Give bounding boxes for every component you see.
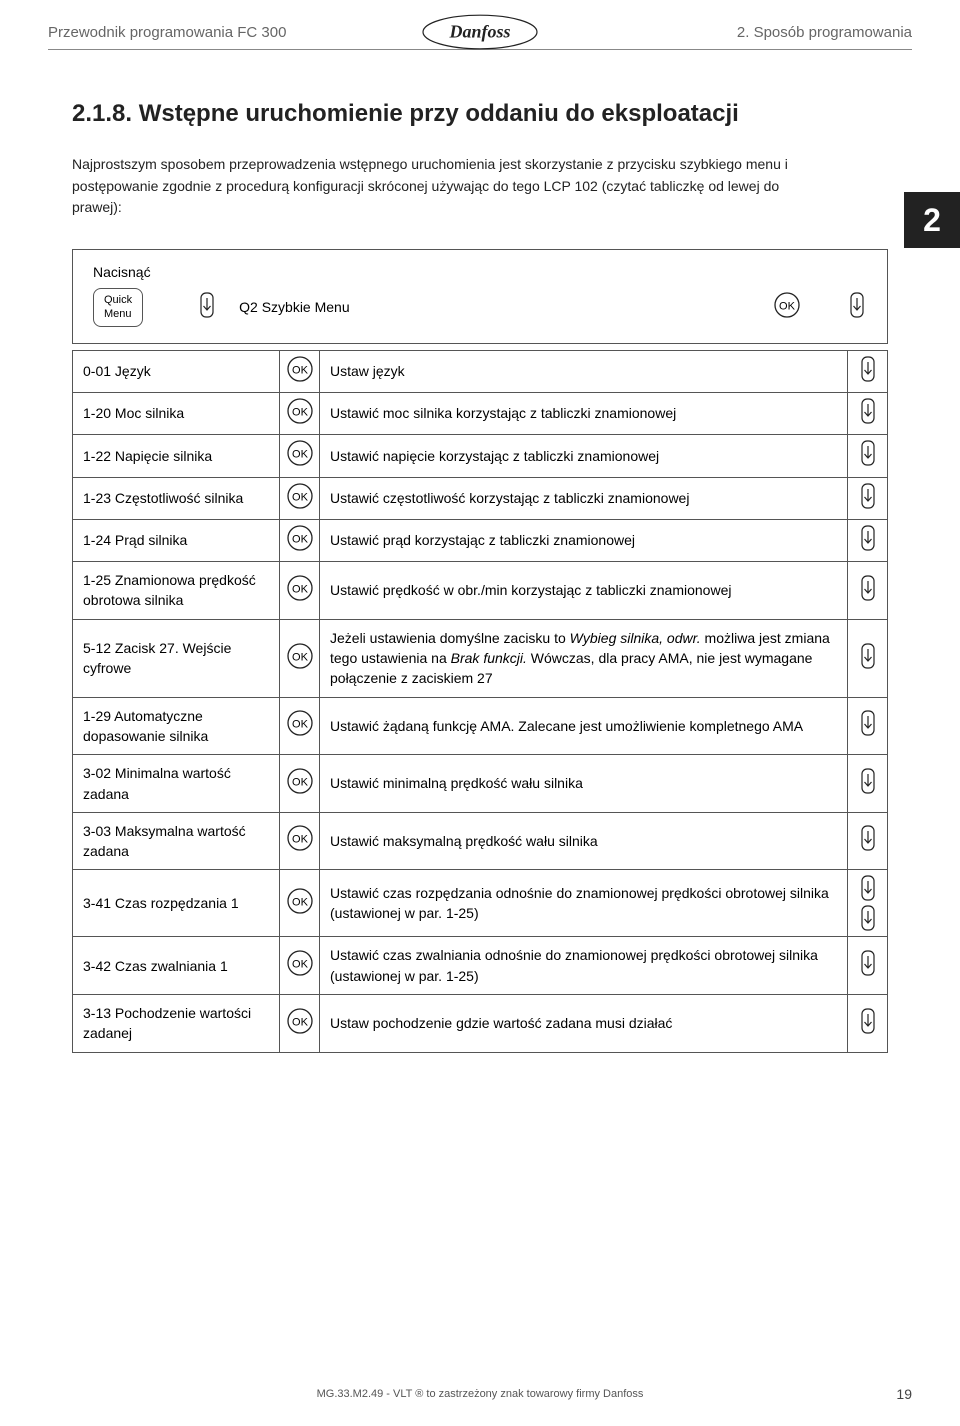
down-icon <box>848 435 888 477</box>
table-row: 3-42 Czas zwalniania 1 OK Ustawić czas zwa… <box>73 937 888 995</box>
ok-icon: OK <box>280 477 320 519</box>
q2-label: Q2 Szybkie Menu <box>239 299 350 315</box>
desc-cell: Ustawić czas rozpędzania odnośnie do zna… <box>320 870 848 937</box>
param-table: 0-01 Język OK Ustaw język 1-20 Moc silnika O… <box>72 350 888 1053</box>
header-right: 2. Sposób programowania <box>737 24 912 41</box>
param-cell: 1-24 Prąd silnika <box>73 519 280 561</box>
svg-text:OK: OK <box>292 959 309 971</box>
param-cell: 1-29 Automatyczne dopasowanie silnika <box>73 697 280 755</box>
param-cell: 3-02 Minimalna wartość zadana <box>73 755 280 813</box>
ok-icon: OK <box>280 755 320 813</box>
press-label: Nacisnąć <box>93 264 867 280</box>
desc-cell: Ustawić prędkość w obr./min korzystając … <box>320 562 848 620</box>
ok-icon: OK <box>280 392 320 434</box>
press-box: Nacisnąć Quick Menu Q2 Szybkie Menu OK <box>72 249 888 344</box>
table-row: 0-01 Język OK Ustaw język <box>73 350 888 392</box>
down-icon <box>848 755 888 813</box>
svg-text:OK: OK <box>292 896 309 908</box>
desc-cell: Jeżeli ustawienia domyślne zacisku to Wy… <box>320 619 848 697</box>
table-row: 3-41 Czas rozpędzania 1 OK Ustawić czas ro… <box>73 870 888 937</box>
table-row: 1-29 Automatyczne dopasowanie silnika OK U… <box>73 697 888 755</box>
param-cell: 1-20 Moc silnika <box>73 392 280 434</box>
down-icon <box>848 392 888 434</box>
down-icon <box>847 291 867 324</box>
ok-icon: OK <box>280 937 320 995</box>
table-row: 3-03 Maksymalna wartość zadana OK Ustawić … <box>73 812 888 870</box>
desc-cell: Ustawić prąd korzystając z tabliczki zna… <box>320 519 848 561</box>
down-icon <box>848 519 888 561</box>
desc-cell: Ustawić moc silnika korzystając z tablic… <box>320 392 848 434</box>
desc-cell: Ustaw pochodzenie gdzie wartość zadana m… <box>320 995 848 1053</box>
desc-cell: Ustawić minimalną prędkość wału silnika <box>320 755 848 813</box>
down-icon <box>848 350 888 392</box>
desc-cell: Ustaw język <box>320 350 848 392</box>
ok-icon: OK <box>280 697 320 755</box>
down-icon <box>848 812 888 870</box>
quick-menu-button: Quick Menu <box>93 288 143 327</box>
chapter-badge: 2 <box>904 192 960 248</box>
table-row: 3-02 Minimalna wartość zadana OK Ustawić m… <box>73 755 888 813</box>
ok-icon: OK <box>280 435 320 477</box>
ok-icon: OK <box>280 870 320 937</box>
svg-text:OK: OK <box>292 719 309 731</box>
section-heading: 2.1.8. Wstępne uruchomienie przy oddaniu… <box>72 100 888 128</box>
page-number: 19 <box>896 1386 912 1402</box>
param-cell: 1-25 Znamionowa prędkość obrotowa silnik… <box>73 562 280 620</box>
ok-icon: OK <box>280 519 320 561</box>
down-icon <box>848 562 888 620</box>
svg-text:OK: OK <box>292 776 309 788</box>
param-cell: 3-13 Pochodzenie wartości zadanej <box>73 995 280 1053</box>
svg-text:OK: OK <box>292 406 309 418</box>
ok-icon: OK <box>280 562 320 620</box>
svg-text:OK: OK <box>292 533 309 545</box>
table-row: 3-13 Pochodzenie wartości zadanej OK Ustaw… <box>73 995 888 1053</box>
header-left: Przewodnik programowania FC 300 <box>48 24 286 41</box>
param-cell: 3-42 Czas zwalniania 1 <box>73 937 280 995</box>
param-cell: 3-41 Czas rozpędzania 1 <box>73 870 280 937</box>
svg-text:OK: OK <box>292 364 309 376</box>
table-row: 1-25 Znamionowa prędkość obrotowa silnik… <box>73 562 888 620</box>
svg-text:OK: OK <box>292 583 309 595</box>
param-cell: 3-03 Maksymalna wartość zadana <box>73 812 280 870</box>
param-cell: 1-22 Napięcie silnika <box>73 435 280 477</box>
footer-text: MG.33.M2.49 - VLT ® to zastrzeżony znak … <box>0 1388 960 1400</box>
down-icon <box>848 697 888 755</box>
table-row: 1-24 Prąd silnika OK Ustawić prąd korzysta… <box>73 519 888 561</box>
desc-cell: Ustawić maksymalną prędkość wału silnika <box>320 812 848 870</box>
svg-text:OK: OK <box>292 834 309 846</box>
param-cell: 0-01 Język <box>73 350 280 392</box>
param-cell: 1-23 Częstotliwość silnika <box>73 477 280 519</box>
svg-text:OK: OK <box>292 1016 309 1028</box>
svg-text:OK: OK <box>292 449 309 461</box>
param-cell: 5-12 Zacisk 27. Wejście cyfrowe <box>73 619 280 697</box>
ok-icon: OK <box>280 995 320 1053</box>
svg-text:OK: OK <box>292 491 309 503</box>
quick-menu-line1: Quick <box>104 294 132 306</box>
desc-cell: Ustawić napięcie korzystając z tabliczki… <box>320 435 848 477</box>
table-row: 5-12 Zacisk 27. Wejście cyfrowe OK Jeżeli … <box>73 619 888 697</box>
down-icon <box>848 937 888 995</box>
table-row: 1-22 Napięcie silnika OK Ustawić napięcie … <box>73 435 888 477</box>
down-icon <box>848 870 888 937</box>
ok-icon: OK <box>280 350 320 392</box>
down-icon <box>848 477 888 519</box>
svg-text:OK: OK <box>779 300 796 312</box>
desc-cell: Ustawić częstotliwość korzystając z tabl… <box>320 477 848 519</box>
desc-cell: Ustawić żądaną funkcję AMA. Zalecane jes… <box>320 697 848 755</box>
down-icon <box>848 619 888 697</box>
ok-icon: OK <box>773 291 801 324</box>
desc-cell: Ustawić czas zwalniania odnośnie do znam… <box>320 937 848 995</box>
intro-text: Najprostszym sposobem przeprowadzenia ws… <box>72 154 888 219</box>
quick-menu-line2: Menu <box>104 308 132 320</box>
table-row: 1-23 Częstotliwość silnika OK Ustawić częs… <box>73 477 888 519</box>
ok-icon: OK <box>280 812 320 870</box>
ok-icon: OK <box>280 619 320 697</box>
down-icon <box>197 291 217 324</box>
svg-text:Danfoss: Danfoss <box>448 21 510 41</box>
down-icon <box>848 995 888 1053</box>
svg-text:OK: OK <box>292 651 309 663</box>
table-row: 1-20 Moc silnika OK Ustawić moc silnika ko… <box>73 392 888 434</box>
